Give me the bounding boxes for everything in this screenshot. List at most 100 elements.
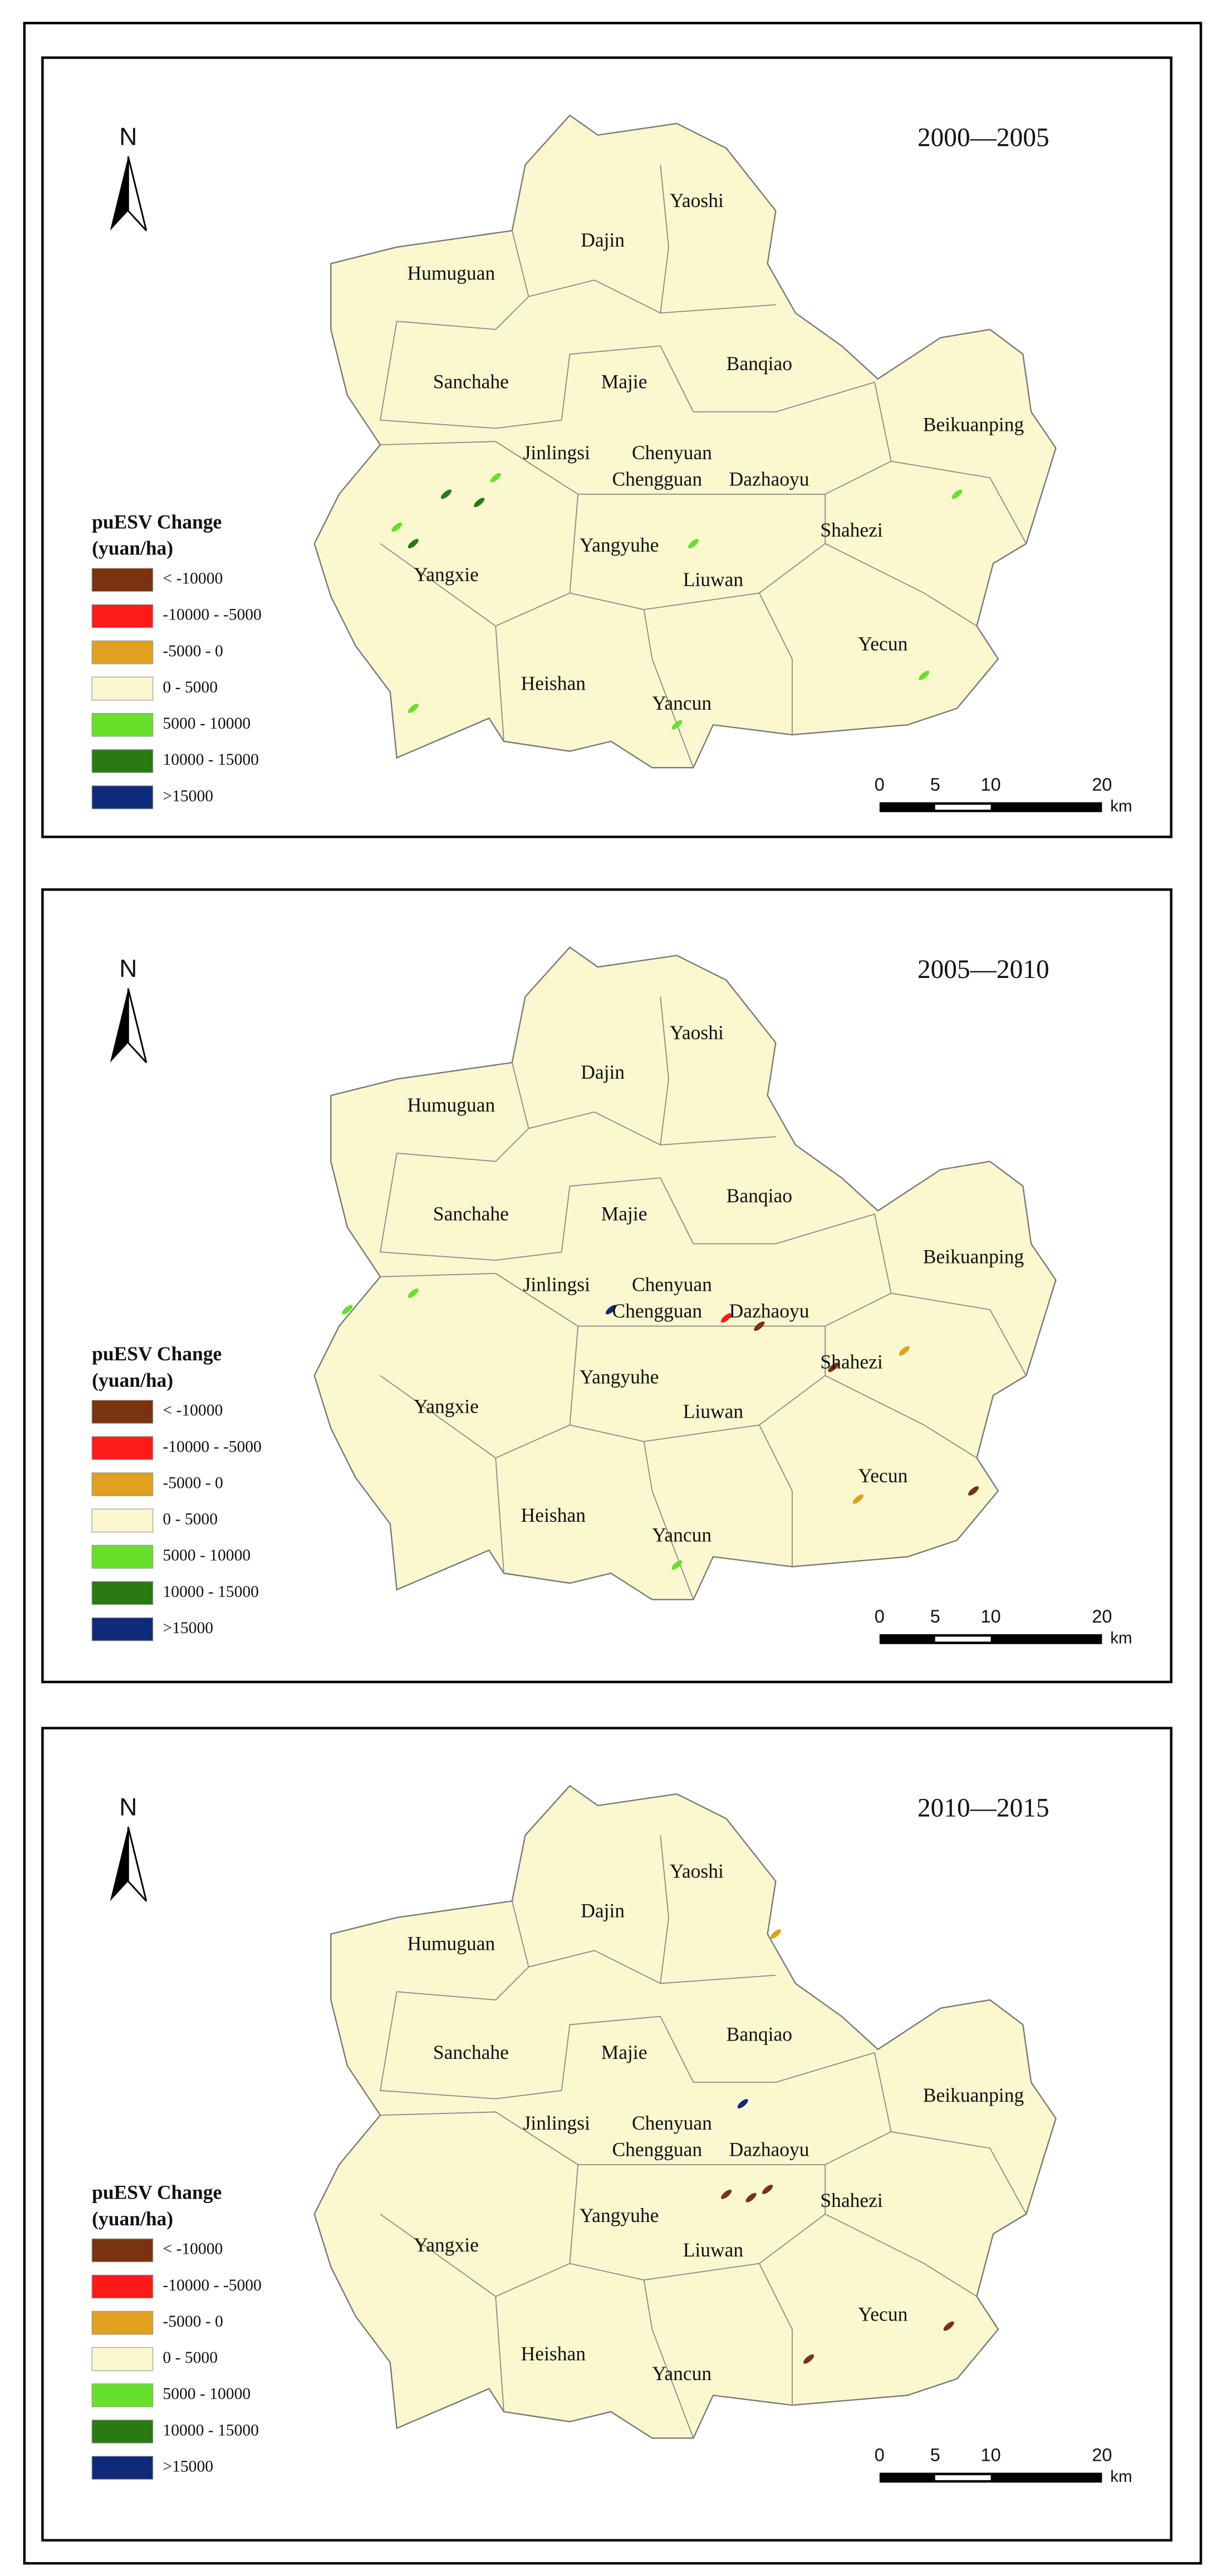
district-border <box>561 2015 694 2091</box>
district-border <box>561 345 694 420</box>
scale-label: 0 <box>875 1606 885 1626</box>
district-label: Chengguan <box>612 1300 702 1322</box>
change-patch <box>770 1929 781 1939</box>
district-border <box>825 2165 977 2297</box>
panel-frame <box>41 56 1172 838</box>
region-outline <box>313 946 1057 1601</box>
district-label: Humuguan <box>407 1094 495 1116</box>
district-label: Yangyuhe <box>580 1365 659 1388</box>
district-border <box>561 1177 694 1252</box>
district-border <box>396 1901 529 2000</box>
legend-swatch <box>91 1617 154 1641</box>
north-label: N <box>119 1793 137 1821</box>
district-label: Yecun <box>858 2303 907 2325</box>
district-border <box>380 441 579 593</box>
district-label: Chengguan <box>612 468 702 490</box>
district-label: Yangxie <box>414 1395 479 1418</box>
legend-label: 10000 - 15000 <box>163 2421 259 2439</box>
district-label: Chenyuan <box>632 2112 712 2134</box>
district-label: Sanchahe <box>433 2041 509 2063</box>
district-border <box>660 1835 669 1984</box>
district-label: Dazhaoyu <box>729 468 809 490</box>
scale-label: 0 <box>875 774 885 794</box>
district-border <box>643 609 694 768</box>
district-border <box>643 2280 694 2439</box>
period-title: 2005—2010 <box>917 955 1049 984</box>
change-patch <box>688 539 699 549</box>
district-border <box>380 1272 579 1425</box>
district-border <box>874 1214 1027 1376</box>
north-arrow-right <box>127 156 148 232</box>
district-label: Yangyuhe <box>580 2204 659 2226</box>
legend-swatch <box>91 2238 154 2263</box>
legend-title: puESV Change <box>92 2181 222 2203</box>
district-label: Majie <box>601 371 647 393</box>
district-label: Liuwan <box>683 568 744 591</box>
legend-swatch <box>91 2383 154 2407</box>
scale-label: 20 <box>1092 774 1112 794</box>
district-border <box>528 279 776 314</box>
change-patch <box>803 2354 814 2364</box>
district-border <box>380 1992 562 2100</box>
change-patch <box>408 1288 419 1298</box>
district-label: Shahezi <box>820 519 883 541</box>
legend-label: -5000 - 0 <box>163 642 223 660</box>
map-panel: Yaoshi Dajin Humuguan Banqiao Sanchahe Majie B… <box>41 1727 1172 2542</box>
legend-swatch <box>91 749 154 773</box>
district-label: Liuwan <box>683 1400 744 1423</box>
scale-label: 5 <box>930 1606 940 1626</box>
district-label: Chengguan <box>612 2138 702 2160</box>
scale-unit: km <box>1110 797 1132 815</box>
district-border <box>380 543 496 627</box>
legend-label: 5000 - 10000 <box>163 2385 251 2403</box>
legend-swatch <box>91 785 154 809</box>
legend-label: >15000 <box>163 787 213 805</box>
legend-label: >15000 <box>163 2457 213 2475</box>
district-label: Yangxie <box>414 563 479 586</box>
district-label: Humuguan <box>407 262 495 284</box>
district-border <box>380 1375 496 1459</box>
district-border <box>660 996 669 1146</box>
district-border <box>759 1424 793 1567</box>
north-arrow-right <box>127 1826 148 1902</box>
district-border <box>380 2214 496 2297</box>
legend-swatch <box>91 2456 154 2480</box>
map-panel: Yaoshi Dajin Humuguan Banqiao Sanchahe Majie B… <box>41 888 1172 1684</box>
district-label: Heishan <box>521 672 586 694</box>
change-patch <box>408 539 419 549</box>
district-border <box>570 543 826 610</box>
legend-label: 0 - 5000 <box>163 679 218 696</box>
district-border <box>396 1062 529 1162</box>
district-border <box>570 1375 826 1442</box>
legend-label: 5000 - 10000 <box>163 715 251 733</box>
district-label: Yecun <box>858 632 907 655</box>
legend-label: -10000 - -5000 <box>163 1438 261 1456</box>
scale-label: 0 <box>875 2445 885 2465</box>
district-border <box>825 1326 977 1459</box>
legend-title: (yuan/ha) <box>92 1369 173 1391</box>
district-label: Yaoshi <box>670 1860 724 1882</box>
district-label: Yancun <box>652 2362 711 2385</box>
legend-label: -10000 - -5000 <box>163 2277 261 2294</box>
legend-label: 0 - 5000 <box>163 1511 218 1528</box>
legend-swatch <box>91 712 154 737</box>
district-label: Yaoshi <box>670 1021 724 1044</box>
change-patch <box>968 1486 979 1496</box>
legend-swatch <box>91 2420 154 2444</box>
region-outline <box>313 1784 1057 2439</box>
district-label: Yancun <box>652 1524 711 1546</box>
change-patch <box>721 1313 732 1323</box>
district-border <box>759 2263 793 2406</box>
legend-label: < -10000 <box>163 2240 223 2258</box>
district-border <box>570 2214 826 2281</box>
district-label: Chenyuan <box>632 441 712 464</box>
change-patch <box>490 473 501 483</box>
district-label: Shahezi <box>820 1351 883 1373</box>
legend-swatch <box>91 1581 154 1605</box>
legend-label: -5000 - 0 <box>163 2313 223 2331</box>
scale-label: 10 <box>981 2445 1001 2465</box>
district-label: Dazhaoyu <box>729 2138 809 2160</box>
district-label: Yaoshi <box>670 189 724 212</box>
change-patch <box>951 489 963 499</box>
